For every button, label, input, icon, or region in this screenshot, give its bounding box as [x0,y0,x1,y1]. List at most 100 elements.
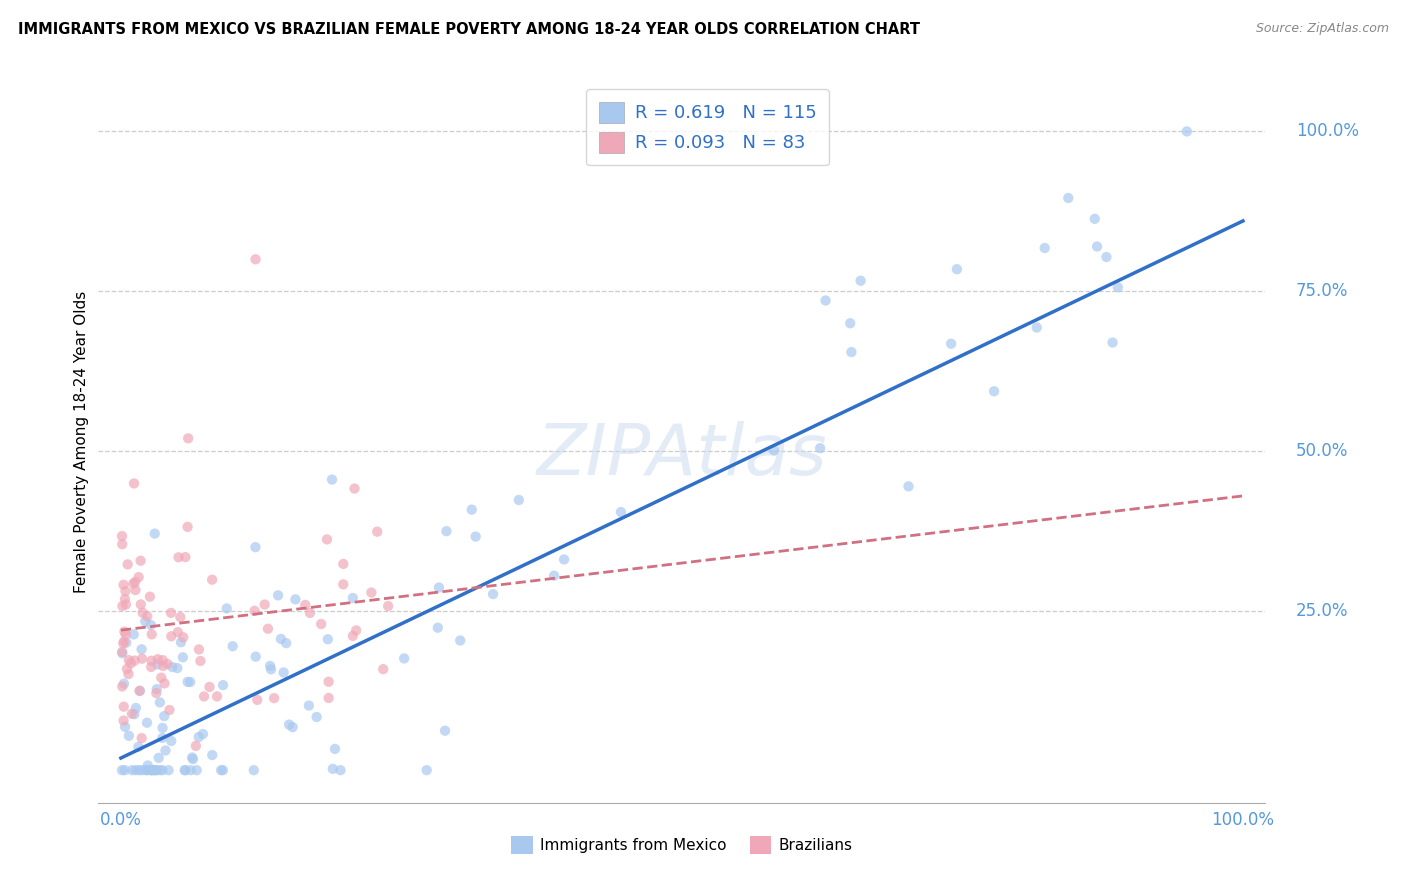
Point [111,645,134,659]
Point [124,654,146,668]
Point [121,763,143,777]
Point [482,587,505,601]
Point [160,606,183,620]
Point [141,763,163,777]
Point [111,537,134,551]
Point [124,575,146,590]
Point [245,540,267,554]
Point [128,570,150,584]
Point [141,654,163,668]
Point [152,659,174,673]
Point [449,633,471,648]
Point [849,274,872,288]
Point [318,674,340,689]
Point [160,629,183,643]
Point [153,709,176,723]
Point [1107,280,1129,294]
Point [205,690,228,704]
Point [118,729,141,743]
Point [143,763,166,777]
Point [841,345,863,359]
Point [149,695,172,709]
Point [125,701,148,715]
Point [201,747,224,762]
Point [839,316,862,330]
Point [309,617,332,632]
Point [464,530,486,544]
Point [160,734,183,748]
Point [115,598,138,612]
Point [332,577,354,591]
Point [112,578,135,592]
Point [323,742,346,756]
Text: 25.0%: 25.0% [1296,602,1348,620]
Point [201,573,224,587]
Point [343,482,366,496]
Point [118,653,141,667]
Point [157,763,180,777]
Point [131,642,153,657]
Point [141,660,163,674]
Point [983,384,1005,399]
Point [111,599,134,613]
Point [318,690,340,705]
Point [610,505,633,519]
Y-axis label: Female Poverty Among 18-24 Year Olds: Female Poverty Among 18-24 Year Olds [75,291,89,592]
Point [1084,211,1107,226]
Point [360,585,382,599]
Point [321,473,343,487]
Point [174,763,197,777]
Point [276,636,298,650]
Point [152,763,174,777]
Point [186,763,208,777]
Point [553,552,575,566]
Point [366,524,388,539]
Point [242,763,264,777]
Point [209,763,232,777]
Point [184,739,207,753]
Legend: Immigrants from Mexico, Brazilians: Immigrants from Mexico, Brazilians [505,830,859,860]
Point [1085,239,1108,253]
Point [155,743,177,757]
Point [114,592,136,607]
Point [112,714,135,728]
Point [129,598,152,612]
Point [187,730,209,744]
Point [173,763,195,777]
Point [141,627,163,641]
Point [176,674,198,689]
Point [129,684,152,698]
Point [316,533,339,547]
Point [141,763,163,777]
Point [143,763,166,777]
Point [112,636,135,650]
Point [461,502,484,516]
Point [329,763,352,777]
Point [145,686,167,700]
Point [167,550,190,565]
Point [131,651,153,665]
Point [221,639,243,653]
Point [149,763,172,777]
Point [245,252,267,267]
Point [426,621,449,635]
Point [136,715,159,730]
Point [152,721,174,735]
Point [193,690,215,704]
Point [136,609,159,624]
Point [543,568,565,582]
Point [115,662,138,676]
Point [111,646,134,660]
Point [270,632,292,646]
Point [294,598,316,612]
Text: Source: ZipAtlas.com: Source: ZipAtlas.com [1256,22,1389,36]
Point [112,699,135,714]
Point [146,652,169,666]
Point [191,727,214,741]
Point [1095,250,1118,264]
Point [111,529,134,543]
Point [122,476,145,491]
Point [332,557,354,571]
Point [134,615,156,629]
Point [162,660,184,674]
